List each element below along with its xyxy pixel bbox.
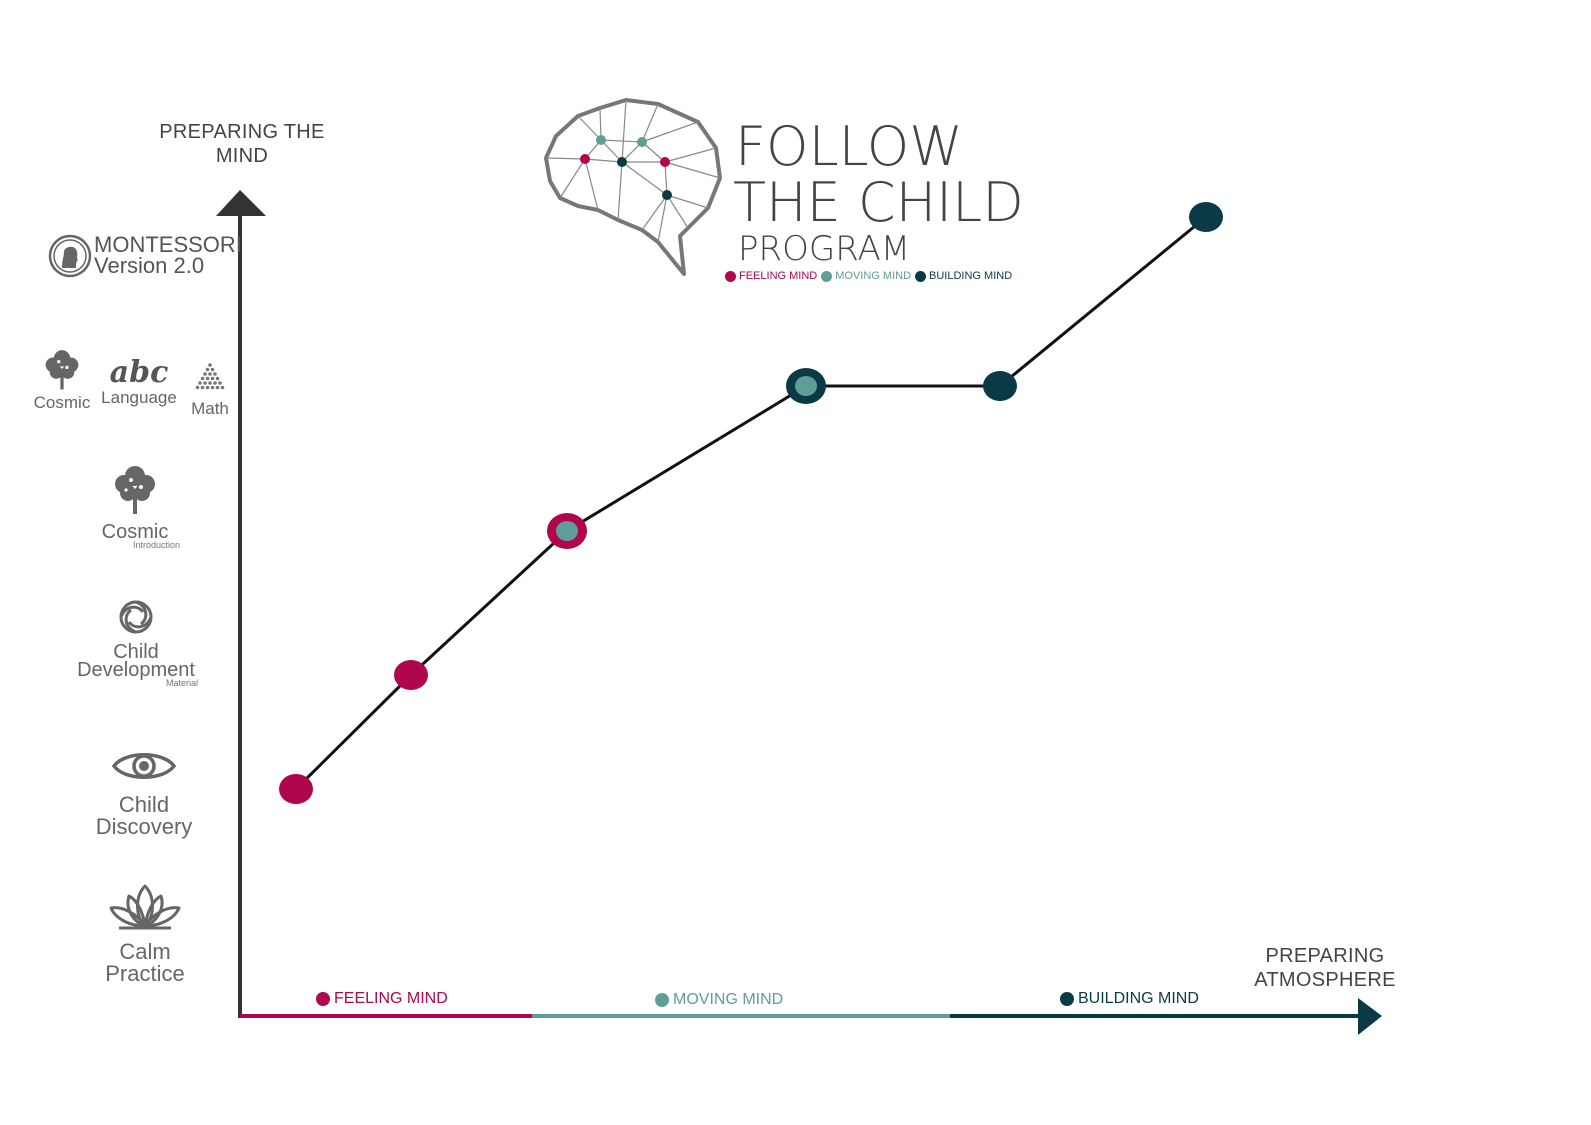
progression-point [547,513,587,549]
brain-logo-icon [544,98,722,276]
level-child-discovery: Child Discovery [88,745,200,838]
subject-label: Math [191,399,229,418]
level-line-2: Practice [105,961,185,986]
x-axis-label-line-2: ATMOSPHERE [1254,969,1396,991]
x-axis-label-line-1: PREPARING [1265,945,1385,967]
level-sub: Introduction [132,540,180,550]
legend-label: FEELING MIND [739,270,818,282]
x-axis-arrowhead-icon [1358,998,1382,1035]
level-calm-practice: Calm Practice [90,882,200,985]
level-child-development: Child Development Material [70,598,202,688]
legend-label: BUILDING MIND [929,270,1013,282]
level-line-1: Calm [119,939,171,964]
spiral-icon [119,600,153,634]
subject-cosmic: Cosmic [30,346,94,411]
y-axis-arrowhead-icon [216,190,266,216]
level-montessori: MONTESSORI Version 2.0 [48,234,242,280]
legend-item-feeling: FEELING MIND [725,270,817,282]
montessori-line-1: MONTESSORI [94,232,242,257]
band-label-text: BUILDING MIND [1078,990,1199,1007]
abc-icon: abc [109,355,169,390]
level-subjects: Cosmic abc Language Math [30,346,240,418]
title-line-3: PROGRAM [738,229,911,269]
y-axis-label-line-1: PREPARING THE [159,121,325,143]
level-line-2: Development [77,659,195,681]
montessori-head-icon [48,234,92,278]
progression-point [394,660,428,690]
legend: FEELING MIND MOVING MIND BUILDING MIND [725,270,1012,282]
x-axis-label: PREPARING ATMOSPHERE [1240,944,1410,992]
y-axis-label: PREPARING THE MIND [152,120,332,168]
subject-language: abc Language [96,355,182,407]
building-dot-icon [1060,992,1074,1006]
band-label-moving: MOVING MIND [655,991,783,1009]
progression-point [1189,202,1223,232]
feeling-dot-icon [725,270,736,282]
progression-point [983,371,1017,401]
legend-item-building: BUILDING MIND [915,270,1012,282]
building-dot-icon [915,270,927,282]
level-sub: Material [165,678,198,688]
level-line-1: Child [113,641,159,663]
level-line-1: Child [118,792,170,817]
y-axis-label-line-2: MIND [215,145,269,167]
subject-label: Language [101,388,177,407]
legend-item-moving: MOVING MIND [821,270,911,282]
moving-dot-icon [821,270,833,282]
band-label-text: FEELING MIND [334,990,448,1007]
level-cosmic-introduction: Cosmic Introduction [90,462,180,550]
progression-point [786,368,826,404]
title-line-1: FOLLOW [735,115,963,178]
subject-math: Math [186,362,234,417]
tree-icon [115,466,155,514]
legend-label: MOVING MIND [835,270,912,282]
progression-line [294,215,1207,791]
tree-icon [45,350,79,390]
band-label-building: BUILDING MIND [1060,990,1199,1008]
triangle-beads-icon [195,363,225,390]
level-line-1: Cosmic [101,521,169,543]
progression-point [279,774,313,804]
subject-label: Cosmic [33,393,91,412]
montessori-line-2: Version 2.0 [94,253,205,278]
band-label-text: MOVING MIND [673,991,784,1008]
lotus-icon [109,884,181,930]
feeling-dot-icon [316,992,330,1006]
title-line-2: THE CHILD [733,171,1024,234]
eye-icon [111,753,177,779]
band-label-feeling: FEELING MIND [316,990,448,1008]
level-line-2: Discovery [95,814,193,839]
moving-dot-icon [655,993,669,1007]
